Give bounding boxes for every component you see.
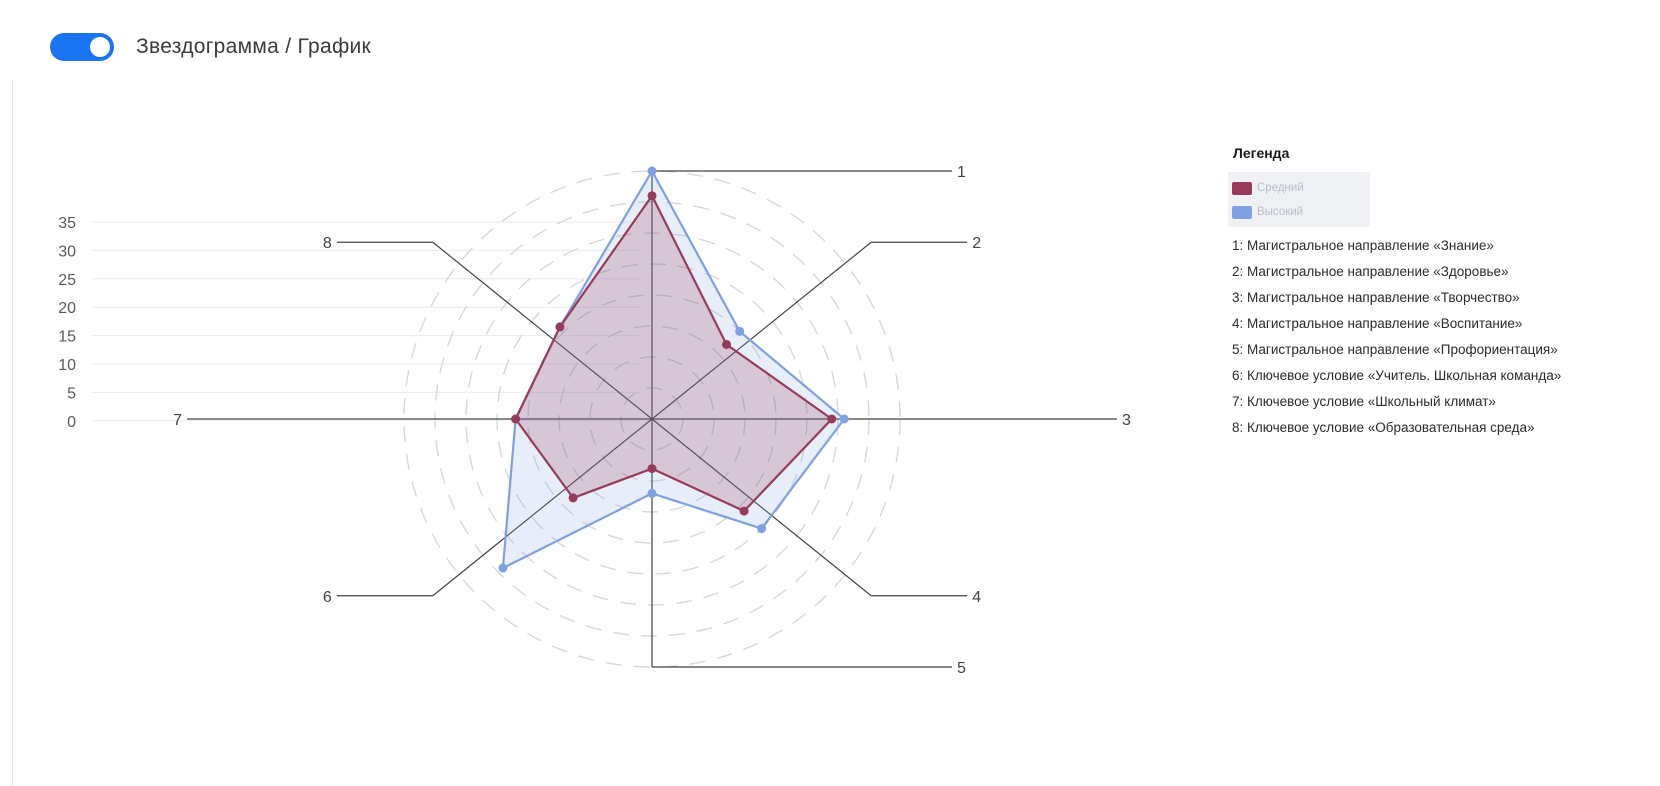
scale-tick-label: 20 [58,300,76,317]
scale-tick-label: 0 [67,414,76,431]
radar-category-label: 4 [972,589,981,606]
scale-tick-label: 25 [58,272,76,289]
radar-data-point [839,414,849,424]
radar-data-point [757,524,767,534]
radar-category-label: 6 [323,589,332,606]
legend-swatch-high [1232,205,1252,219]
scale-tick-label: 10 [58,357,76,374]
radar-data-point [827,414,837,424]
legend-item-4: 4: Магистральное направление «Воспитание… [1232,316,1523,331]
scale-tick-label: 15 [58,329,76,346]
radar-data-point [739,506,749,516]
radar-data-point [568,493,578,503]
legend-series-label: Средний [1257,182,1304,194]
radar-data-point [647,464,657,474]
radar-data-point [555,322,565,332]
legend-item-7: 7: Ключевое условие «Школьный климат» [1232,394,1496,409]
radar-data-point [511,414,521,424]
radar-spoke [432,241,653,420]
radar-spoke [651,418,872,597]
legend-item-3: 3: Магистральное направление «Творчество… [1232,290,1520,305]
radar-data-point [498,563,508,573]
radar-category-label: 8 [323,235,332,252]
scale-tick-label: 35 [58,215,76,232]
legend-series-label: Высокий [1257,206,1304,218]
radar-data-point [647,191,657,201]
radar-chart: 35 30 25 20 15 10 5 0 1 2 3 4 5 6 7 8 [58,164,1131,677]
scale-tick-label: 30 [58,243,76,260]
legend-item-5: 5: Магистральное направление «Профориент… [1232,342,1558,357]
radar-data-point [647,488,657,498]
radar-spoke [432,418,653,597]
radar-data-point [647,166,657,176]
legend-series-average[interactable]: Средний [1232,176,1370,200]
radar-data-point [722,339,732,349]
view-switch: Звездограмма / График [50,33,371,61]
chart-legend: Легенда Средний Высокий 1: Магистральное… [1228,145,1660,441]
legend-series-high[interactable]: Высокий [1232,200,1370,224]
legend-swatch-average [1232,181,1252,195]
chart-view-toggle[interactable] [50,33,114,61]
radar-category-label: 2 [972,235,981,252]
radar-category-label: 1 [957,164,966,181]
radar-data-point [735,326,745,336]
legend-item-1: 1: Магистральное направление «Знание» [1232,238,1494,253]
toggle-knob [90,37,110,57]
radar-category-label: 3 [1122,412,1131,429]
panel-border [12,80,13,786]
radar-category-label: 5 [957,660,966,677]
radar-spoke [651,241,872,420]
radar-series-area [514,194,833,513]
scale-tick-label: 5 [67,385,76,402]
radar-category-label: 7 [173,412,182,429]
toggle-label: Звездограмма / График [136,35,372,58]
legend-item-2: 2: Магистральное направление «Здоровье» [1232,264,1509,279]
legend-title: Легенда [1233,145,1290,161]
legend-series-box: Средний Высокий [1228,172,1370,227]
legend-item-8: 8: Ключевое условие «Образовательная сре… [1232,420,1535,435]
legend-item-6: 6: Ключевое условие «Учитель. Школьная к… [1232,368,1562,383]
